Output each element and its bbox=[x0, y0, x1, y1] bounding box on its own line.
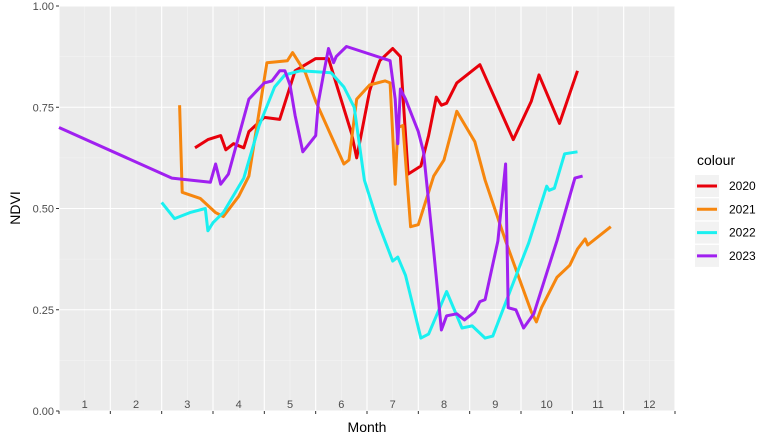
x-tick-label: 12 bbox=[643, 399, 655, 411]
axes bbox=[56, 5, 676, 414]
x-tick-label: 1 bbox=[82, 399, 88, 411]
y-axis-title: NDVI bbox=[7, 191, 23, 224]
series-lines bbox=[58, 45, 612, 340]
legend-label-2022: 2022 bbox=[729, 226, 756, 240]
x-tick-label: 6 bbox=[338, 399, 344, 411]
legend-title: colour bbox=[697, 152, 735, 168]
y-tick-label: 1.00 bbox=[33, 1, 54, 13]
series-line-2021 bbox=[178, 51, 612, 324]
x-tick-label: 3 bbox=[184, 399, 190, 411]
x-tick-label: 11 bbox=[592, 399, 603, 411]
series-line-2023 bbox=[58, 45, 583, 332]
legend-label-2023: 2023 bbox=[729, 249, 756, 263]
y-tick-label: 0.50 bbox=[33, 204, 54, 216]
legend-label-2020: 2020 bbox=[729, 179, 756, 193]
x-tick-labels: 1 2 3 4 5 6 7 8 9 10 11 12 bbox=[82, 399, 656, 411]
x-tick-label: 4 bbox=[236, 399, 242, 411]
x-tick-label: 8 bbox=[441, 399, 447, 411]
legend-label-2021: 2021 bbox=[729, 202, 756, 216]
x-axis-title: Month bbox=[348, 419, 387, 435]
x-tick-label: 2 bbox=[133, 399, 139, 411]
y-tick-label: 0.25 bbox=[33, 305, 54, 317]
x-tick-label: 10 bbox=[541, 399, 553, 411]
y-tick-labels: 0.00 0.25 0.50 0.75 1.00 bbox=[33, 1, 54, 418]
y-tick-label: 0.00 bbox=[33, 406, 54, 418]
series-line-2020 bbox=[194, 47, 579, 176]
series-line-2022 bbox=[160, 69, 578, 340]
x-tick-label: 9 bbox=[492, 399, 498, 411]
x-tick-label: 7 bbox=[390, 399, 396, 411]
legend: colour 2020 2021 2022 2023 bbox=[695, 152, 756, 267]
x-tick-label: 5 bbox=[287, 399, 293, 411]
y-tick-label: 0.75 bbox=[33, 102, 54, 114]
